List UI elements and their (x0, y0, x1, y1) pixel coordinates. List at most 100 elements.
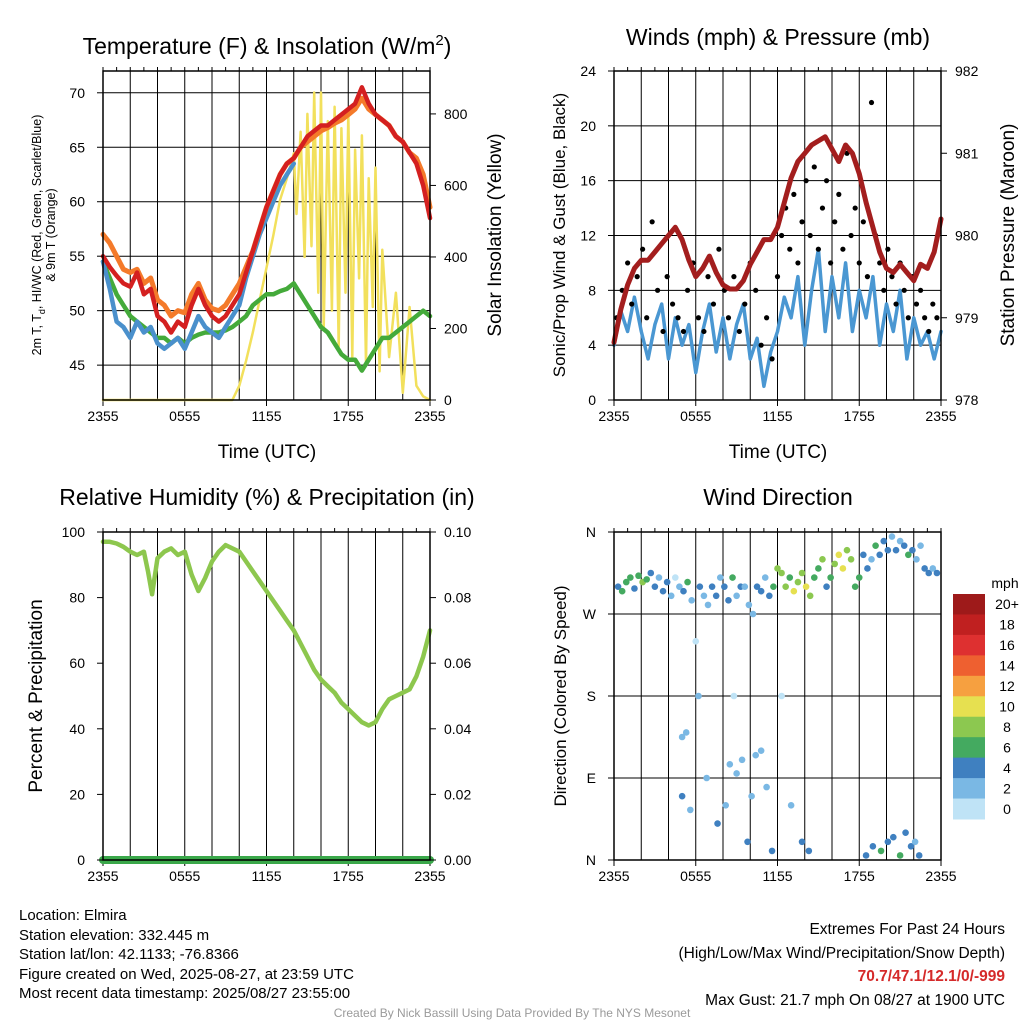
y-left-tick-label: 0 (77, 852, 85, 868)
direction-point (733, 770, 740, 777)
gust-point (856, 260, 862, 266)
direction-point (684, 578, 691, 586)
direction-point (627, 574, 634, 581)
x-tick-label: 1755 (333, 868, 364, 884)
direction-point (748, 792, 755, 800)
x-tick-label: 2355 (925, 868, 956, 884)
gust-point (644, 315, 650, 321)
y-axis-label: Percent & Precipitation (26, 599, 47, 792)
direction-point (855, 574, 863, 581)
x-tick-label: 0555 (680, 408, 711, 424)
direction-point (680, 587, 687, 595)
direction-point (839, 565, 847, 572)
direction-tick-label: S (587, 688, 596, 704)
y-left-tick-label: 100 (62, 524, 86, 540)
direction-point (905, 551, 912, 559)
colorbar: mph 20+ 18 16 14 12 10 8 6 4 2 0 (953, 575, 1019, 820)
direction-point (862, 852, 870, 859)
y-left-tick-label: 4 (588, 337, 596, 353)
y-right-tick-label: 600 (444, 177, 468, 193)
y-left-tick-label: 60 (69, 194, 85, 210)
direction-point (716, 574, 724, 581)
gust-point (710, 301, 717, 307)
station-info: Location: Elmira Station elevation: 332.… (19, 906, 354, 1004)
gust-point (778, 232, 785, 239)
y2-axis-label: Solar Insolation (Yellow) (485, 133, 506, 336)
y-axis-label: Direction (Colored By Speed) (551, 585, 570, 806)
gust-point (669, 301, 676, 307)
plot-border (613, 531, 942, 861)
gust-point (716, 246, 722, 252)
colorbar-label: 2 (1003, 780, 1011, 796)
direction-point (622, 578, 630, 586)
direction-point (725, 597, 732, 604)
colorbar-label: 12 (999, 678, 1015, 694)
direction-point (663, 578, 671, 586)
gust-point (836, 191, 842, 197)
direction-point (752, 751, 759, 759)
direction-point (768, 847, 776, 855)
direction-point (757, 747, 765, 754)
colorbar-swatch (953, 655, 985, 677)
direction-point (782, 583, 789, 590)
direction-point (700, 592, 708, 600)
direction-tick-label: N (586, 852, 596, 868)
direction-point (819, 556, 826, 563)
gust-point (725, 315, 732, 321)
direction-point (635, 572, 642, 580)
gust-point (640, 246, 646, 252)
direction-point (869, 843, 877, 850)
rh-line (100, 539, 433, 728)
credit-text: Created By Nick Bassill Using Data Provi… (333, 1006, 691, 1020)
direction-point (880, 537, 888, 545)
x-axis-label: Time (UTC) (729, 442, 828, 463)
gust-point (917, 287, 924, 293)
direction-point (802, 583, 810, 590)
direction-point (631, 585, 638, 592)
gust-point (705, 274, 711, 280)
gust-point (701, 328, 707, 335)
direction-point (925, 569, 933, 577)
gust-point (823, 178, 830, 184)
gust-point (832, 219, 838, 225)
gust-point (926, 328, 932, 335)
direction-tick-label: W (583, 606, 597, 622)
direction-point (884, 838, 892, 846)
y-axis-label-line2: & 9m T (Orange) (44, 188, 58, 281)
y-left-tick-label: 45 (69, 357, 85, 373)
colorbar-swatch (953, 675, 985, 697)
direction-point (798, 569, 806, 577)
direction-point (774, 565, 781, 572)
gust-point (731, 274, 737, 280)
y-left-tick-label: 40 (69, 721, 85, 737)
colorbar-swatch (953, 716, 985, 738)
direction-point (864, 565, 871, 572)
y-right-tick-label: 0.10 (444, 524, 471, 540)
direction-point (911, 838, 919, 846)
y-left-tick-label: 50 (69, 303, 85, 319)
location-text: Location: Elmira (19, 907, 127, 924)
direction-point (890, 833, 897, 841)
y-right-tick-label: 0.06 (444, 655, 471, 671)
direction-point (708, 583, 716, 590)
gust-point (807, 232, 813, 239)
x-tick-label: 1155 (251, 868, 281, 884)
chart-title: Winds (mph) & Pressure (mb) (626, 24, 930, 50)
y-right-tick-label: 979 (955, 310, 979, 326)
gust-point (922, 315, 928, 321)
x-tick-label: 1155 (762, 868, 792, 884)
colorbar-label: 20+ (995, 596, 1019, 612)
gust-point (913, 301, 920, 307)
panel-1: 2355 0555 1155 1755 2355 45 50 55 60 65 70 0 200 400 6… (30, 32, 506, 463)
direction-point (872, 542, 879, 549)
direction-point (749, 610, 757, 618)
x-tick-label: 2355 (414, 408, 445, 424)
elevation-text: Station elevation: 332.445 m (19, 926, 210, 944)
gust-point (664, 274, 670, 280)
extremes-values: 70.7/47.1/12.1/0/-999 (857, 968, 1005, 985)
gust-point (758, 342, 764, 348)
gust-point (660, 328, 666, 335)
chart-title: Temperature (F) & Insolation (W/m2) (83, 32, 452, 59)
title-main: Temperature (F) & Insolation (W/m (83, 33, 436, 59)
